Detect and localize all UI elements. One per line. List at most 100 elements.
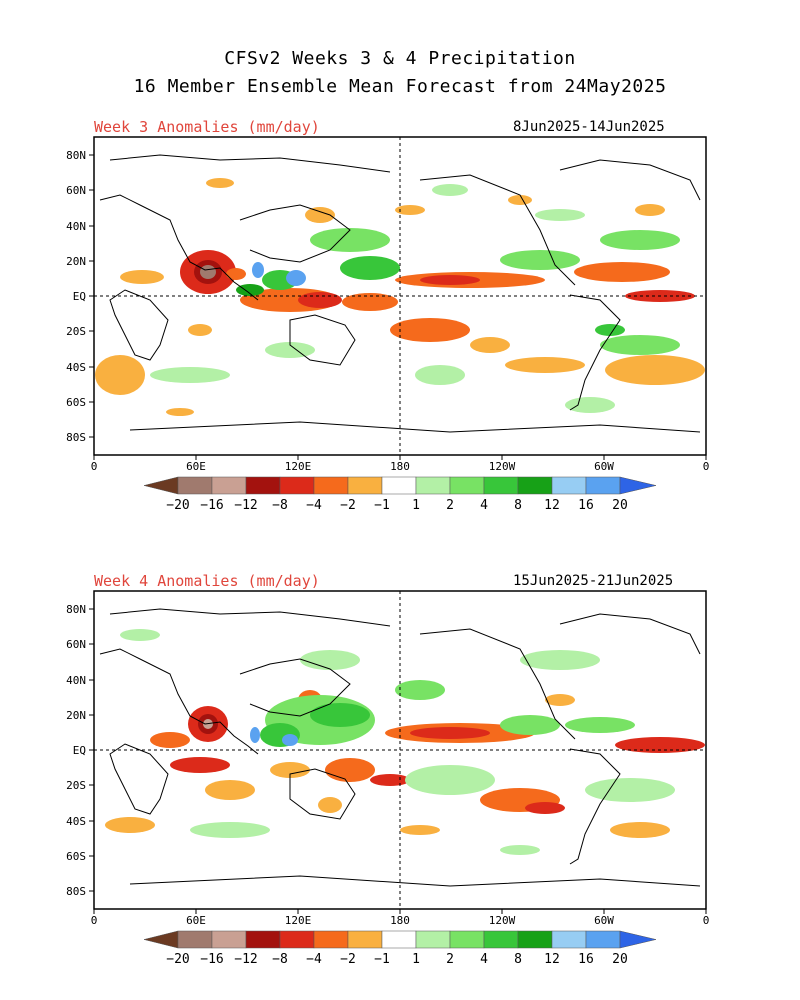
week3-colorbar-box-m8_m4 bbox=[279, 476, 315, 495]
week3-colorbar-label: −12 bbox=[234, 498, 257, 513]
week3-colorbar-label: 16 bbox=[578, 498, 594, 513]
week3-colorbar-label: 1 bbox=[412, 498, 420, 513]
week3-lon-180: 180 bbox=[390, 460, 410, 473]
week4-lat-20S: 20S bbox=[66, 779, 86, 792]
week3-colorbar-box-m20_m16 bbox=[177, 476, 213, 495]
week3-colorbar-label: −2 bbox=[340, 498, 356, 513]
week4-lat-60S: 60S bbox=[66, 850, 86, 863]
week3-colorbar-label: −16 bbox=[200, 498, 223, 513]
week3-colorbar-box-p2_p4 bbox=[449, 476, 485, 495]
week3-lon-60W: 60W bbox=[594, 460, 614, 473]
week3-colorbar-box-m16_m12 bbox=[211, 476, 247, 495]
week3-lat-20N: 20N bbox=[66, 255, 86, 268]
week4-colorbar-end-low bbox=[143, 930, 179, 949]
week4-anomaly-field bbox=[105, 629, 705, 855]
week4-colorbar-label: 2 bbox=[446, 952, 454, 967]
week4-colorbar-box-m12_m8 bbox=[245, 930, 281, 949]
week3-colorbar-label: 2 bbox=[446, 498, 454, 513]
week4-lat-80N: 80N bbox=[66, 603, 86, 616]
week3-lat-60S: 60S bbox=[66, 396, 86, 409]
week3-colorbar-label: 8 bbox=[514, 498, 522, 513]
week4-lon-axis: 0 60E 120E 180 120W 60W 0 bbox=[91, 909, 710, 927]
week4-colorbar-box-m20_m16 bbox=[177, 930, 213, 949]
week3-lon-60E: 60E bbox=[186, 460, 206, 473]
week4-colorbar-box-p2_p4 bbox=[449, 930, 485, 949]
week4-colorbar-label: 8 bbox=[514, 952, 522, 967]
week3-lat-EQ: EQ bbox=[73, 290, 86, 303]
week3-colorbar-label: 4 bbox=[480, 498, 488, 513]
week3-colorbar-box-m1_p1 bbox=[381, 476, 417, 495]
week3-colorbar-end-low bbox=[143, 476, 179, 495]
week3-colorbar-box-m12_m8 bbox=[245, 476, 281, 495]
week3-lat-80S: 80S bbox=[66, 431, 86, 444]
week4-lon-120E: 120E bbox=[285, 914, 312, 927]
week3-lon-0-right: 0 bbox=[703, 460, 710, 473]
week4-colorbar-box-p4_p8 bbox=[483, 930, 519, 949]
week3-map: 80N 60N 40N 20N EQ 20S 40S 60S 80S 0 60E… bbox=[66, 136, 710, 473]
week4-lon-120W: 120W bbox=[489, 914, 516, 927]
week3-colorbar-label: −4 bbox=[306, 498, 322, 513]
week3-lat-60N: 60N bbox=[66, 184, 86, 197]
week4-label: Week 4 Anomalies (mm/day) bbox=[94, 572, 320, 590]
week3-anomaly-field bbox=[95, 178, 705, 416]
week4-colorbar-box-m16_m12 bbox=[211, 930, 247, 949]
week4-lon-0-right: 0 bbox=[703, 914, 710, 927]
week3-coastlines bbox=[99, 154, 701, 433]
week4-lat-80S: 80S bbox=[66, 885, 86, 898]
week4-lon-0-left: 0 bbox=[91, 914, 98, 927]
week4-lat-60N: 60N bbox=[66, 638, 86, 651]
week4-colorbar-label: 1 bbox=[412, 952, 420, 967]
week3-colorbar-label: −20 bbox=[166, 498, 189, 513]
week3-colorbar-box-p8_p12 bbox=[517, 476, 553, 495]
week3-colorbar-label: −1 bbox=[374, 498, 390, 513]
week4-lat-40S: 40S bbox=[66, 815, 86, 828]
week3-colorbar-label: 12 bbox=[544, 498, 560, 513]
week4-colorbar-box-p12_p16 bbox=[551, 930, 587, 949]
week4-lat-40N: 40N bbox=[66, 674, 86, 687]
week4-colorbar-label: −12 bbox=[234, 952, 257, 967]
week3-colorbar-box-p12_p16 bbox=[551, 476, 587, 495]
week3-lat-40N: 40N bbox=[66, 220, 86, 233]
week3-colorbar-box-p1_p2 bbox=[415, 476, 451, 495]
week3-lat-20S: 20S bbox=[66, 325, 86, 338]
week4-lat-EQ: EQ bbox=[73, 744, 86, 757]
week3-colorbar: −20 −16 −12 −8 −4 −2 −1 1 2 4 8 12 16 20 bbox=[143, 476, 657, 513]
week4-colorbar-label: −20 bbox=[166, 952, 189, 967]
week4-colorbar-label: 20 bbox=[612, 952, 628, 967]
week4-colorbar-label: −16 bbox=[200, 952, 223, 967]
week4-colorbar-label: −2 bbox=[340, 952, 356, 967]
week4-colorbar-label: −4 bbox=[306, 952, 322, 967]
week3-colorbar-box-m2_m1 bbox=[347, 476, 383, 495]
week4-colorbar: −20 −16 −12 −8 −4 −2 −1 1 2 4 8 12 16 20 bbox=[143, 930, 657, 967]
week3-colorbar-label: 20 bbox=[612, 498, 628, 513]
week3-colorbar-label: −8 bbox=[272, 498, 288, 513]
week3-lat-40S: 40S bbox=[66, 361, 86, 374]
week3-lat-80N: 80N bbox=[66, 149, 86, 162]
week4-colorbar-box-m4_m2 bbox=[313, 930, 349, 949]
week3-lat-axis: 80N 60N 40N 20N EQ 20S 40S 60S 80S bbox=[66, 149, 94, 444]
week4-map: 80N 60N 40N 20N EQ 20S 40S 60S 80S 0 60E… bbox=[66, 590, 710, 927]
week3-label: Week 3 Anomalies (mm/day) bbox=[94, 118, 320, 136]
week3-colorbar-box-p16_p20 bbox=[585, 476, 621, 495]
week4-colorbar-label: −8 bbox=[272, 952, 288, 967]
week4-colorbar-label: −1 bbox=[374, 952, 390, 967]
week4-colorbar-box-m8_m4 bbox=[279, 930, 315, 949]
week4-dates: 15Jun2025-21Jun2025 bbox=[513, 573, 674, 589]
week3-lon-120W: 120W bbox=[489, 460, 516, 473]
week3-lon-120E: 120E bbox=[285, 460, 312, 473]
week4-lon-60E: 60E bbox=[186, 914, 206, 927]
week3-colorbar-end-high bbox=[619, 476, 657, 495]
week3-lon-axis: 0 60E 120E 180 120W 60W 0 bbox=[91, 455, 710, 473]
week4-lon-180: 180 bbox=[390, 914, 410, 927]
week4-lon-60W: 60W bbox=[594, 914, 614, 927]
week3-lon-0-left: 0 bbox=[91, 460, 98, 473]
week4-lat-20N: 20N bbox=[66, 709, 86, 722]
week4-colorbar-label: 16 bbox=[578, 952, 594, 967]
week3-dates: 8Jun2025-14Jun2025 bbox=[513, 119, 665, 135]
week4-colorbar-box-m2_m1 bbox=[347, 930, 383, 949]
week3-colorbar-box-p4_p8 bbox=[483, 476, 519, 495]
week4-colorbar-box-p1_p2 bbox=[415, 930, 451, 949]
week4-colorbar-label: 4 bbox=[480, 952, 488, 967]
title-line-1: CFSv2 Weeks 3 & 4 Precipitation bbox=[224, 48, 576, 69]
